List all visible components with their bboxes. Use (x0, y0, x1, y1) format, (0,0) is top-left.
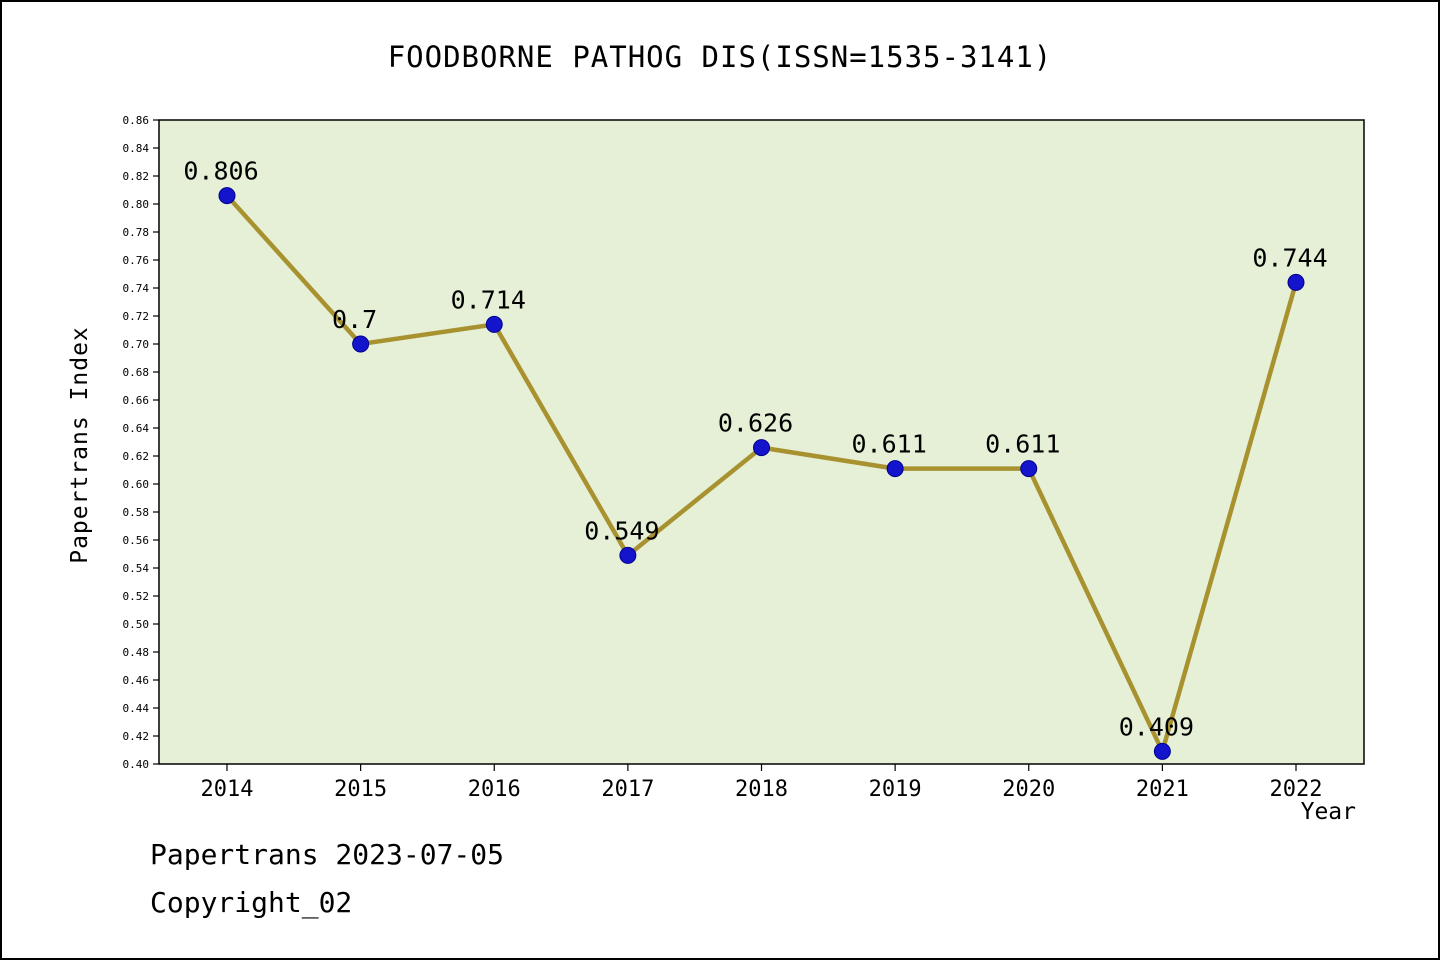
x-tick-label: 2022 (1270, 777, 1323, 802)
data-point-label: 0.7 (332, 305, 377, 334)
y-tick-label: 0.80 (123, 198, 150, 211)
data-point-label: 0.714 (451, 285, 526, 314)
y-tick-label: 0.74 (123, 282, 150, 295)
y-tick-label: 0.44 (123, 702, 150, 715)
x-tick-label: 2019 (869, 777, 922, 802)
y-tick-label: 0.40 (123, 758, 150, 771)
x-axis-label: Year (1300, 799, 1356, 825)
y-tick-label: 0.62 (123, 450, 150, 463)
y-tick-label: 0.68 (123, 366, 150, 379)
y-tick-label: 0.46 (123, 674, 150, 687)
y-tick-label: 0.56 (123, 534, 150, 547)
y-tick-label: 0.86 (123, 114, 150, 127)
data-point (1153, 742, 1171, 760)
y-tick-label: 0.78 (123, 226, 150, 239)
y-tick-label: 0.72 (123, 310, 150, 323)
data-point-label: 0.549 (584, 516, 659, 545)
data-point (218, 187, 236, 205)
data-point-label: 0.611 (851, 430, 926, 459)
data-point-label: 0.744 (1252, 243, 1327, 272)
x-tick-label: 2020 (1002, 777, 1055, 802)
data-point-label: 0.409 (1119, 712, 1194, 741)
y-tick-label: 0.54 (123, 562, 150, 575)
y-tick-label: 0.60 (123, 478, 150, 491)
y-tick-label: 0.82 (123, 170, 150, 183)
x-tick-label: 2017 (601, 777, 654, 802)
x-tick-label: 2021 (1136, 777, 1189, 802)
data-point (619, 546, 637, 564)
chart-title: FOODBORNE PATHOG DIS(ISSN=1535-3141) (387, 40, 1053, 74)
data-point (1287, 273, 1305, 291)
x-tick-label: 2015 (334, 777, 387, 802)
data-point-label: 0.626 (718, 409, 793, 438)
data-point (352, 335, 370, 353)
data-point (1020, 460, 1038, 478)
y-tick-label: 0.66 (123, 394, 150, 407)
footer-copyright: Copyright_02 (150, 886, 353, 919)
x-tick-label: 2014 (201, 777, 254, 802)
data-point (485, 315, 503, 333)
footer-date: Papertrans 2023-07-05 (150, 838, 505, 871)
y-tick-label: 0.48 (123, 646, 150, 659)
y-tick-label: 0.50 (123, 618, 150, 631)
y-tick-label: 0.52 (123, 590, 150, 603)
data-point-label: 0.806 (183, 157, 258, 186)
data-point (886, 460, 904, 478)
y-tick-label: 0.84 (123, 142, 150, 155)
x-tick-label: 2016 (468, 777, 521, 802)
x-tick-label: 2018 (735, 777, 788, 802)
y-tick-label: 0.70 (123, 338, 150, 351)
data-point (753, 439, 770, 457)
data-point-label: 0.611 (985, 430, 1060, 459)
y-tick-label: 0.58 (123, 506, 150, 519)
y-tick-label: 0.76 (123, 254, 150, 267)
y-tick-label: 0.64 (123, 422, 150, 435)
y-tick-label: 0.42 (123, 730, 150, 743)
